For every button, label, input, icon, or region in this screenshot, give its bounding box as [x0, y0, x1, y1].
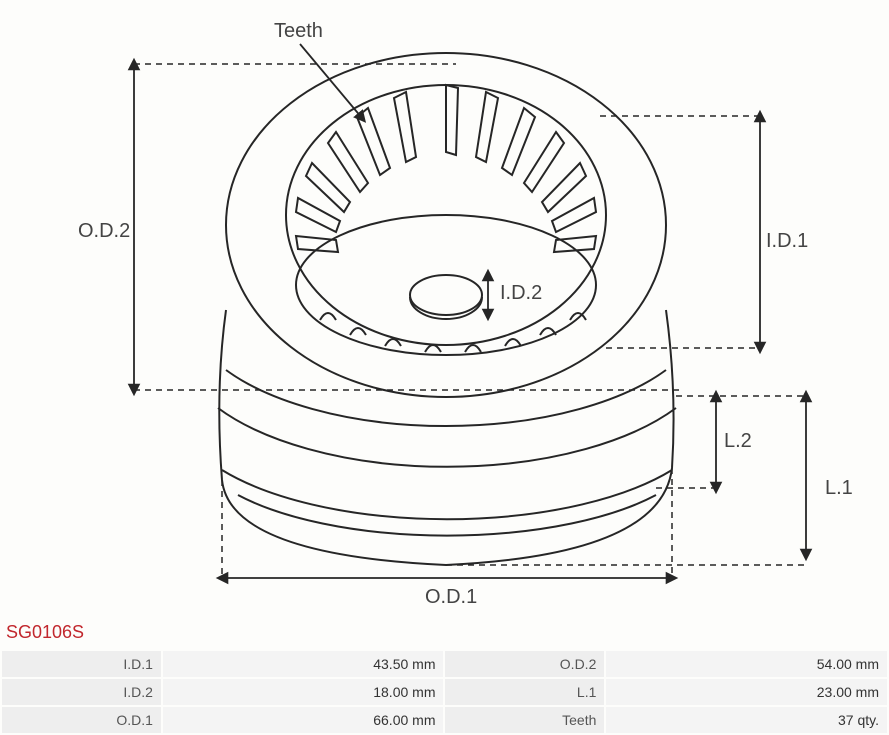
- spec-value: 37 qty.: [606, 707, 887, 733]
- spec-label: L.1: [445, 679, 604, 705]
- label-od1: O.D.1: [425, 586, 477, 609]
- part-code: SG0106S: [0, 618, 889, 649]
- label-l2: L.2: [724, 430, 752, 453]
- spec-value: 66.00 mm: [163, 707, 444, 733]
- spec-value: 18.00 mm: [163, 679, 444, 705]
- spec-label: I.D.1: [2, 651, 161, 677]
- table-row: I.D.1 43.50 mm O.D.2 54.00 mm: [2, 651, 887, 677]
- spec-label: O.D.2: [445, 651, 604, 677]
- teeth-group: [296, 85, 596, 252]
- spec-table: I.D.1 43.50 mm O.D.2 54.00 mm I.D.2 18.0…: [0, 649, 889, 735]
- table-row: I.D.2 18.00 mm L.1 23.00 mm: [2, 679, 887, 705]
- table-row: O.D.1 66.00 mm Teeth 37 qty.: [2, 707, 887, 733]
- diagram-svg: [0, 0, 889, 618]
- label-l1: L.1: [825, 477, 853, 500]
- label-teeth: Teeth: [274, 20, 323, 43]
- spec-value: 23.00 mm: [606, 679, 887, 705]
- technical-diagram: Teeth O.D.2 I.D.1 I.D.2 L.2 L.1 O.D.1: [0, 0, 889, 618]
- spec-label: O.D.1: [2, 707, 161, 733]
- label-od2: O.D.2: [78, 220, 130, 243]
- spec-value: 54.00 mm: [606, 651, 887, 677]
- spec-label: I.D.2: [2, 679, 161, 705]
- label-id1: I.D.1: [766, 230, 808, 253]
- label-id2: I.D.2: [500, 282, 542, 305]
- spec-label: Teeth: [445, 707, 604, 733]
- spec-value: 43.50 mm: [163, 651, 444, 677]
